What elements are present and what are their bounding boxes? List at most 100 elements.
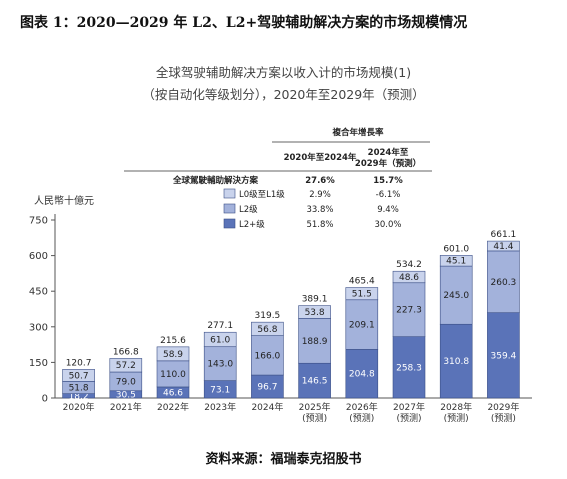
bar-segment	[392, 270, 426, 284]
bar-segment	[298, 362, 331, 399]
y-tick-label: 450	[29, 287, 48, 298]
bar-segment	[345, 299, 379, 350]
bar-segment	[298, 305, 331, 319]
x-tick-label: 2021年	[110, 401, 142, 413]
bar-segment	[203, 331, 237, 348]
figure-caption: 图表 1：2020—2029 年 L2、L2+驾驶辅助解决方案的市场规模情况	[20, 15, 468, 31]
data-label: 45.1	[446, 257, 466, 267]
data-label: 258.3	[396, 363, 422, 373]
bar-segment	[251, 335, 284, 376]
bar-segment	[298, 318, 331, 364]
legend-swatch	[223, 188, 236, 199]
bar-segment	[156, 346, 190, 362]
bar-segment	[392, 282, 426, 337]
total-label: 465.4	[349, 277, 375, 287]
data-label: 30.5	[116, 390, 136, 400]
total-label: 215.6	[160, 336, 186, 346]
data-label: 73.1	[210, 385, 230, 395]
data-label: 209.1	[349, 321, 375, 331]
bar-segment	[439, 265, 473, 325]
chart-subtitle: （按自动化等级划分），2020年至2029年（预测）	[142, 87, 425, 102]
bar-segment	[439, 323, 473, 399]
data-label: 56.8	[257, 325, 277, 335]
x-tick-label: (预测)	[302, 413, 327, 424]
data-label: 79.0	[116, 377, 136, 387]
bar-segment	[345, 349, 379, 399]
data-label: 46.6	[163, 388, 183, 398]
data-label: 146.5	[302, 377, 328, 387]
y-tick-label: 0	[42, 394, 48, 405]
total-label: 277.1	[207, 321, 233, 331]
data-label: 359.4	[491, 351, 517, 361]
y-tick-label: 300	[29, 322, 48, 333]
cagr-row-label: 全球駕駛輔助解決方案	[172, 175, 259, 186]
cagr-value: 30.0%	[374, 220, 401, 230]
x-tick-label: 2029年	[487, 401, 519, 413]
y-tick-label: 750	[29, 216, 48, 227]
data-label: 143.0	[207, 360, 233, 370]
data-label: 245.0	[443, 291, 469, 301]
data-label: 18.2	[69, 392, 89, 402]
data-label: 51.8	[69, 384, 89, 394]
total-label: 389.1	[302, 295, 328, 305]
cagr-value: 9.4%	[377, 205, 399, 215]
x-tick-label: (预测)	[349, 413, 374, 424]
cagr-value: 51.8%	[306, 220, 333, 230]
x-tick-label: (预测)	[491, 413, 516, 424]
cagr-col1-header: 2020年至2024年	[284, 152, 357, 163]
total-label: 120.7	[66, 358, 92, 368]
bar-segment	[392, 336, 426, 399]
bar-segment	[156, 360, 190, 388]
cagr-value: 27.6%	[305, 176, 335, 186]
cagr-value: -6.1%	[376, 190, 401, 200]
y-tick-label: 150	[29, 358, 48, 369]
total-label: 319.5	[255, 311, 281, 321]
cagr-value: 33.8%	[306, 205, 333, 215]
data-label: 48.6	[399, 273, 419, 283]
data-label: 41.4	[493, 242, 513, 252]
cagr-value: 15.7%	[373, 176, 403, 186]
data-label: 310.8	[443, 357, 469, 367]
bar-segment	[109, 358, 143, 373]
data-label: 57.2	[116, 361, 136, 371]
data-label: 58.9	[163, 350, 183, 360]
data-label: 204.8	[349, 370, 375, 380]
total-label: 661.1	[491, 230, 517, 240]
x-tick-label: 2027年	[393, 401, 425, 413]
y-tick-label: 600	[29, 251, 48, 262]
data-label: 260.3	[491, 278, 517, 288]
total-label: 534.2	[396, 260, 422, 270]
x-tick-label: 2025年	[299, 401, 331, 413]
bar-segment	[251, 321, 284, 336]
bar-segment	[487, 250, 520, 314]
data-label: 51.5	[352, 290, 372, 300]
bar-segment	[62, 369, 95, 382]
x-tick-label: (预测)	[444, 413, 469, 424]
x-tick-label: (预测)	[396, 413, 421, 424]
x-tick-label: 2020年	[63, 401, 95, 413]
chart-bars: 18.251.8 50.7 120.7 2020年 30.5 79.0 57.2 166.8 2…	[62, 230, 520, 424]
data-label: 50.7	[69, 371, 89, 381]
x-tick-label: 2026年	[346, 401, 378, 413]
bar-segment	[345, 287, 379, 301]
data-label: 61.0	[210, 335, 230, 345]
legend-label: L2级	[239, 204, 258, 215]
cagr-col2-header: 2029年（預測）	[355, 158, 421, 169]
cagr-value: 2.9%	[309, 190, 331, 200]
cagr-col2-header: 2024年至	[368, 147, 409, 158]
chart-title: 全球驾驶辅助解决方案以收入计的市场规模(1)	[155, 65, 412, 80]
bar-segment	[487, 312, 520, 399]
x-tick-label: 2028年	[440, 401, 472, 413]
bar-segment	[439, 255, 473, 267]
legend-label: L2+级	[239, 219, 265, 230]
source-note: 资料来源：福瑞泰克招股书	[205, 452, 362, 467]
legend-label: L0级至L1级	[239, 189, 285, 200]
bar-segment	[203, 346, 237, 381]
legend-swatch	[223, 218, 236, 229]
x-tick-label: 2024年	[251, 401, 283, 413]
data-label: 166.0	[255, 351, 281, 361]
data-label: 53.8	[305, 308, 325, 318]
x-tick-label: 2022年	[157, 401, 189, 413]
